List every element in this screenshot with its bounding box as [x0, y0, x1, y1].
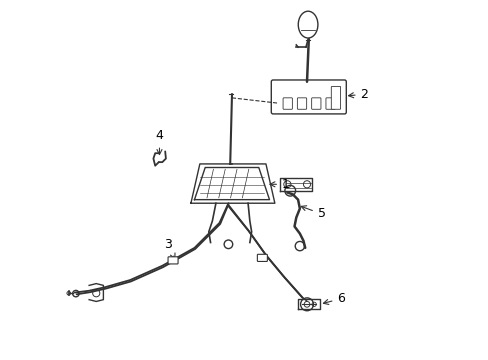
Polygon shape: [194, 167, 269, 200]
Text: 1: 1: [269, 178, 289, 191]
FancyBboxPatch shape: [331, 86, 340, 109]
FancyBboxPatch shape: [297, 98, 306, 109]
Polygon shape: [298, 299, 319, 309]
FancyBboxPatch shape: [168, 257, 178, 264]
FancyBboxPatch shape: [311, 98, 320, 109]
Text: 3: 3: [164, 238, 175, 258]
Polygon shape: [190, 164, 274, 203]
Polygon shape: [280, 178, 312, 191]
Text: 4: 4: [155, 130, 163, 154]
Text: 5: 5: [301, 206, 325, 220]
FancyBboxPatch shape: [271, 80, 346, 114]
FancyBboxPatch shape: [325, 98, 335, 109]
FancyBboxPatch shape: [283, 98, 292, 109]
Text: 2: 2: [348, 88, 368, 101]
Text: 6: 6: [323, 292, 345, 305]
Ellipse shape: [298, 11, 317, 38]
FancyBboxPatch shape: [257, 254, 267, 261]
